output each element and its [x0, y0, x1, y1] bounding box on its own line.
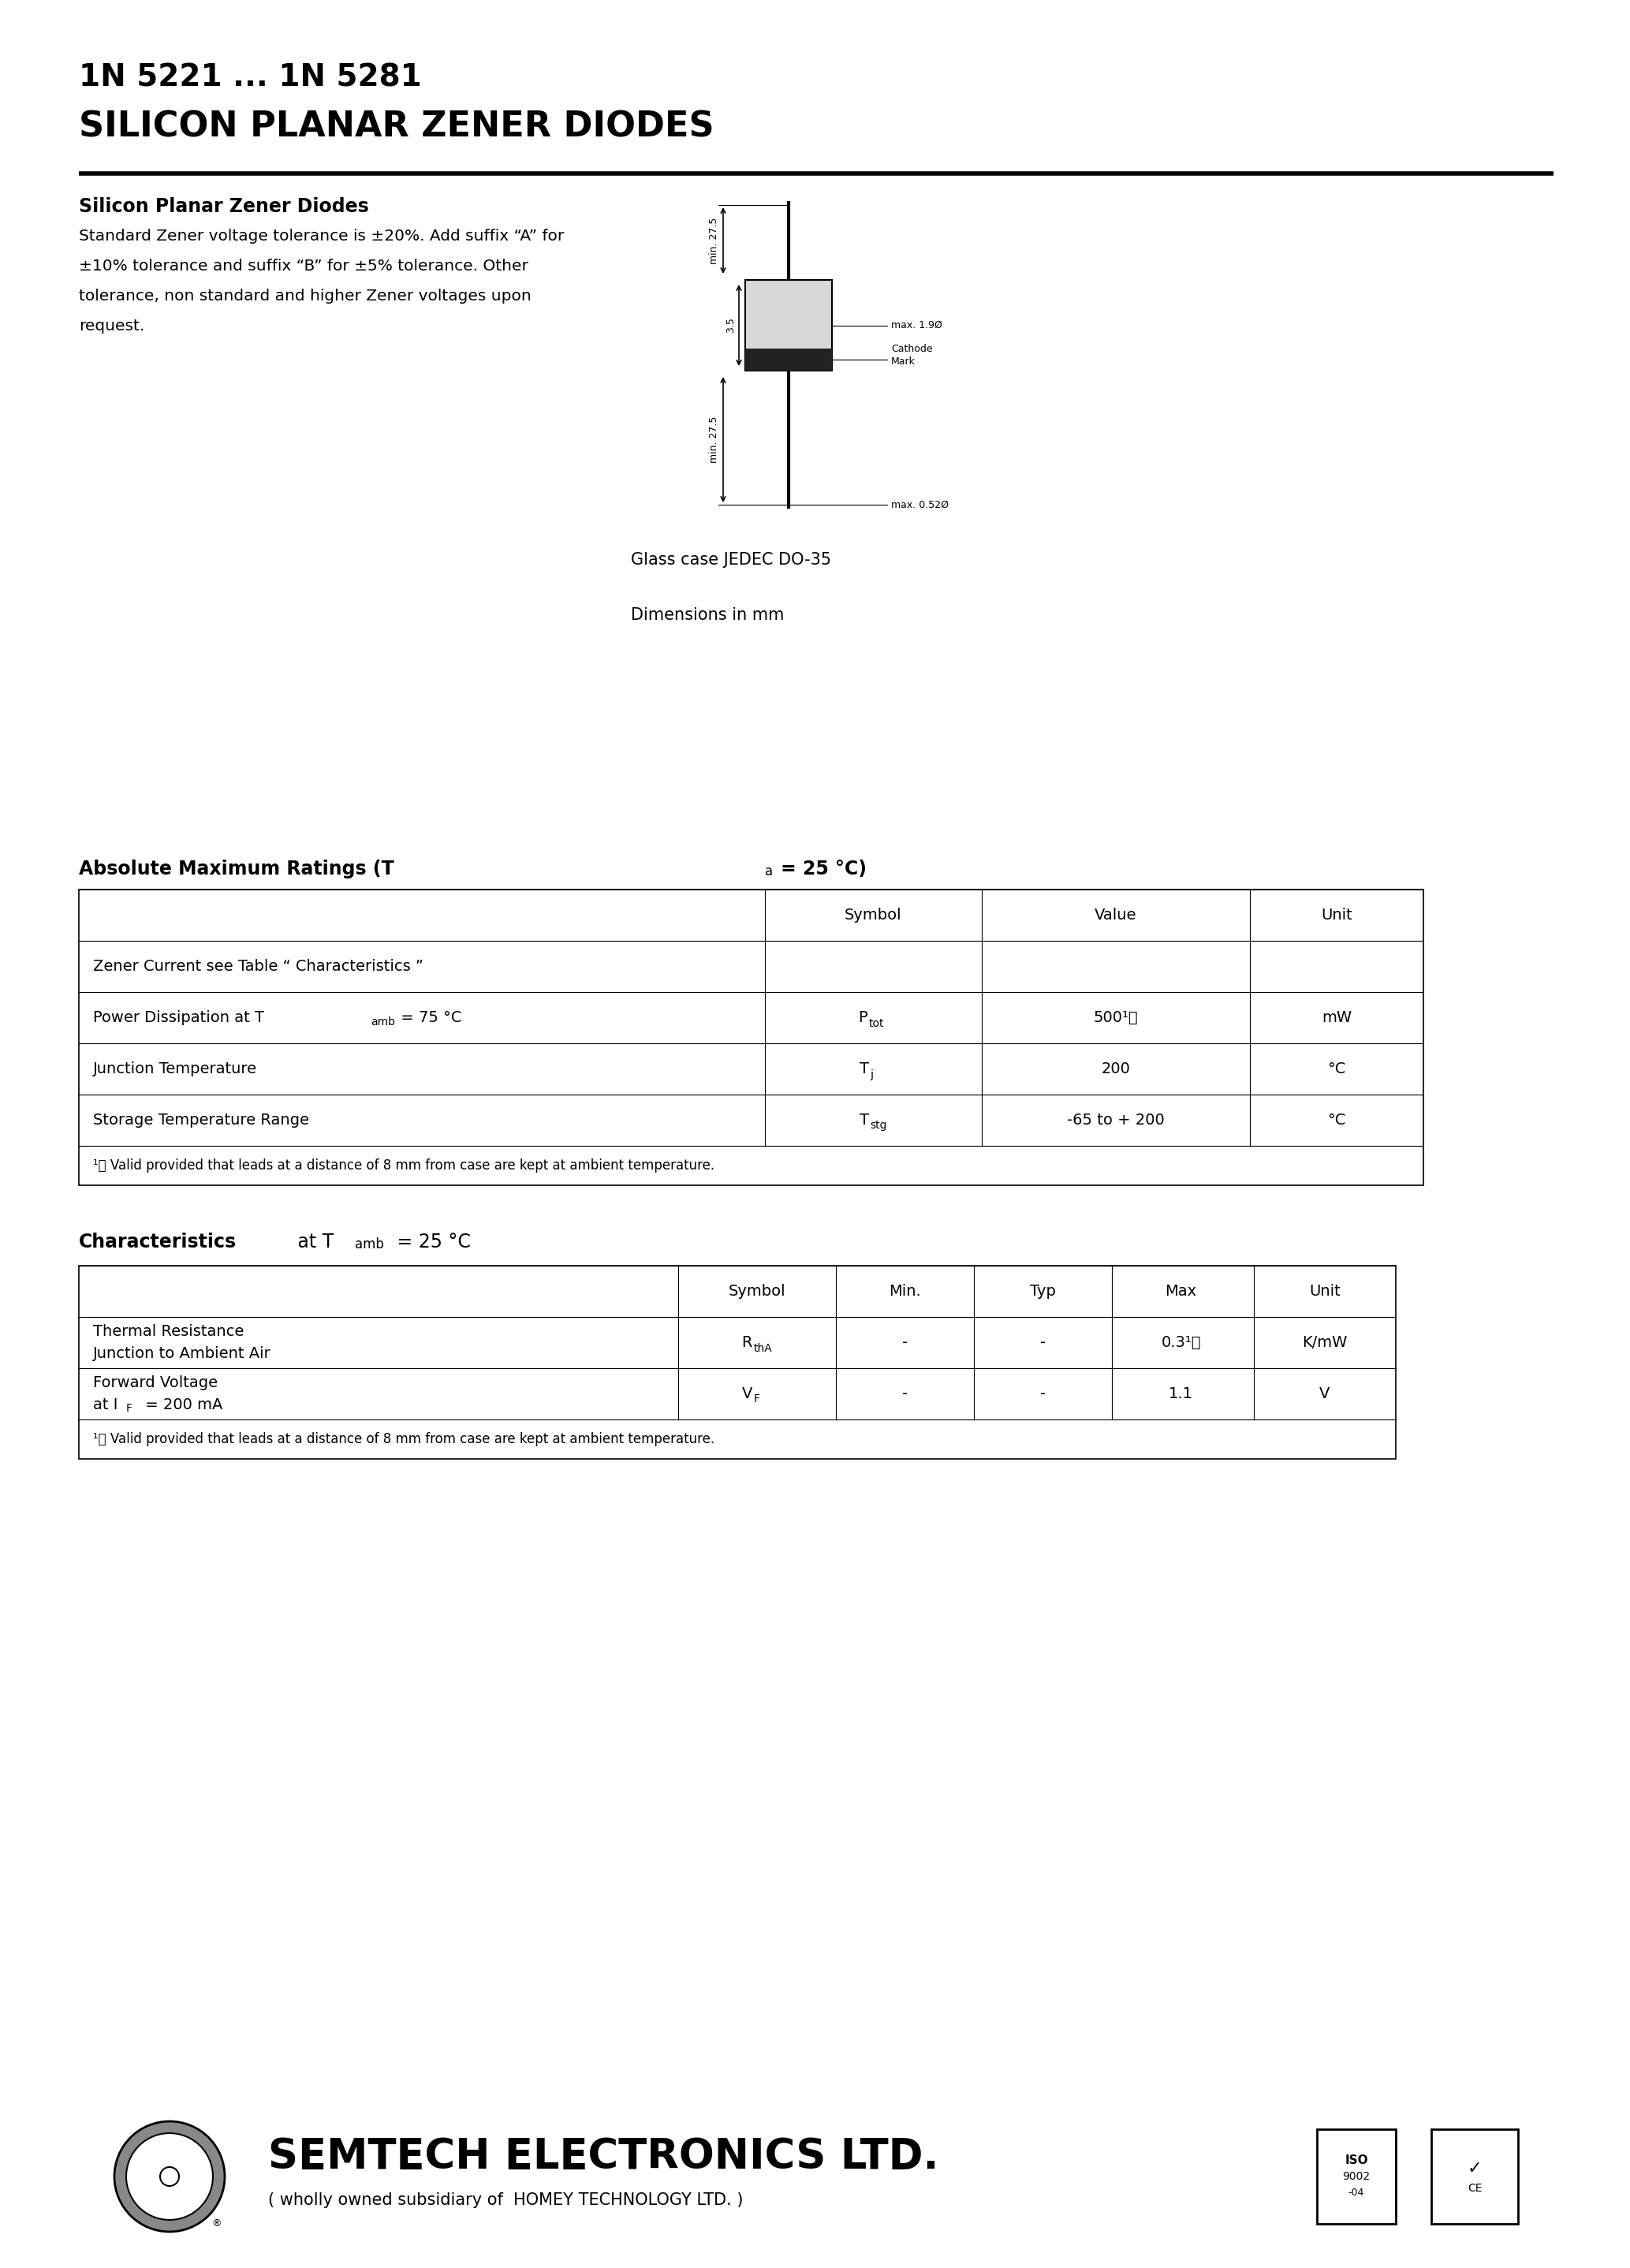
- Text: CE: CE: [1467, 2182, 1482, 2193]
- Text: thA: thA: [755, 1343, 773, 1354]
- Text: ✓: ✓: [1467, 2161, 1482, 2177]
- Text: Zener Current see Table “ Characteristics ”: Zener Current see Table “ Characteristic…: [93, 959, 424, 973]
- Text: amb: amb: [370, 1016, 394, 1027]
- Text: min. 27.5: min. 27.5: [709, 218, 719, 263]
- Text: F: F: [755, 1395, 760, 1404]
- Text: max. 1.9Ø: max. 1.9Ø: [892, 320, 942, 331]
- Text: at T: at T: [292, 1232, 334, 1252]
- Text: ±10% tolerance and suffix “B” for ±5% tolerance. Other: ±10% tolerance and suffix “B” for ±5% to…: [78, 259, 528, 274]
- Text: Unit: Unit: [1320, 907, 1353, 923]
- Text: Silicon Planar Zener Diodes: Silicon Planar Zener Diodes: [78, 197, 368, 215]
- Text: tot: tot: [869, 1018, 883, 1030]
- Text: SEMTECH ELECTRONICS LTD.: SEMTECH ELECTRONICS LTD.: [267, 2136, 939, 2177]
- Text: max. 0.52Ø: max. 0.52Ø: [892, 499, 949, 510]
- Text: T: T: [859, 1061, 869, 1077]
- Text: a: a: [764, 864, 773, 878]
- Text: ( wholly owned subsidiary of  HOMEY TECHNOLOGY LTD. ): ( wholly owned subsidiary of HOMEY TECHN…: [267, 2193, 743, 2209]
- Text: Power Dissipation at T: Power Dissipation at T: [93, 1009, 264, 1025]
- Text: R: R: [742, 1336, 753, 1349]
- Text: Typ: Typ: [1030, 1284, 1056, 1300]
- Text: = 25 °C): = 25 °C): [781, 860, 867, 878]
- Text: amb: amb: [355, 1238, 385, 1252]
- Text: Absolute Maximum Ratings (T: Absolute Maximum Ratings (T: [78, 860, 394, 878]
- Text: Thermal Resistance: Thermal Resistance: [93, 1325, 244, 1338]
- Text: V: V: [1320, 1386, 1330, 1402]
- Text: 500¹⧠: 500¹⧠: [1094, 1009, 1138, 1025]
- Text: Glass case JEDEC DO-35: Glass case JEDEC DO-35: [631, 551, 831, 567]
- Text: 1N 5221 ... 1N 5281: 1N 5221 ... 1N 5281: [78, 64, 422, 93]
- Bar: [1317, 2130, 1395, 2225]
- Text: -: -: [1040, 1386, 1046, 1402]
- Text: °C: °C: [1327, 1061, 1346, 1077]
- Text: Cathode
Mark: Cathode Mark: [892, 345, 932, 367]
- Text: Dimensions in mm: Dimensions in mm: [631, 608, 784, 624]
- Text: Min.: Min.: [888, 1284, 921, 1300]
- Text: stg: stg: [870, 1120, 887, 1132]
- Text: Symbol: Symbol: [729, 1284, 786, 1300]
- Text: 200: 200: [1102, 1061, 1130, 1077]
- Text: Junction to Ambient Air: Junction to Ambient Air: [93, 1347, 271, 1361]
- Bar: [745, 279, 831, 370]
- Text: = 25 °C: = 25 °C: [391, 1232, 471, 1252]
- Text: -65 to + 200: -65 to + 200: [1068, 1114, 1165, 1127]
- Circle shape: [126, 2134, 214, 2220]
- Text: Storage Temperature Range: Storage Temperature Range: [93, 1114, 310, 1127]
- Text: Standard Zener voltage tolerance is ±20%. Add suffix “A” for: Standard Zener voltage tolerance is ±20%…: [78, 229, 564, 243]
- Bar: [78, 1266, 1395, 1458]
- Text: Forward Voltage: Forward Voltage: [93, 1374, 218, 1390]
- Text: = 75 °C: = 75 °C: [396, 1009, 461, 1025]
- Text: Value: Value: [1095, 907, 1138, 923]
- Text: Symbol: Symbol: [844, 907, 901, 923]
- Text: -04: -04: [1348, 2186, 1364, 2198]
- Text: Max: Max: [1165, 1284, 1196, 1300]
- Text: 0.3¹⧠: 0.3¹⧠: [1161, 1336, 1201, 1349]
- Text: K/mW: K/mW: [1302, 1336, 1348, 1349]
- Text: -: -: [901, 1336, 908, 1349]
- Text: °C: °C: [1327, 1114, 1346, 1127]
- Text: tolerance, non standard and higher Zener voltages upon: tolerance, non standard and higher Zener…: [78, 288, 531, 304]
- Text: mW: mW: [1322, 1009, 1351, 1025]
- Text: min. 27.5: min. 27.5: [709, 417, 719, 463]
- Text: Characteristics: Characteristics: [78, 1232, 236, 1252]
- Bar: [1431, 2130, 1518, 2225]
- Text: 9002: 9002: [1343, 2170, 1371, 2182]
- Text: = 200 mA: = 200 mA: [140, 1397, 223, 1413]
- Text: P: P: [857, 1009, 867, 1025]
- Text: j: j: [870, 1068, 874, 1080]
- Text: SILICON PLANAR ZENER DIODES: SILICON PLANAR ZENER DIODES: [78, 111, 714, 145]
- Circle shape: [114, 2121, 225, 2232]
- Text: 3.5: 3.5: [725, 318, 735, 333]
- Text: request.: request.: [78, 318, 145, 333]
- Text: ®: ®: [212, 2218, 222, 2229]
- Text: ISO: ISO: [1345, 2155, 1368, 2166]
- Text: ¹⧠ Valid provided that leads at a distance of 8 mm from case are kept at ambient: ¹⧠ Valid provided that leads at a distan…: [93, 1431, 714, 1447]
- Bar: [745, 349, 831, 370]
- Text: 1.1: 1.1: [1169, 1386, 1193, 1402]
- Text: Unit: Unit: [1309, 1284, 1340, 1300]
- Text: -: -: [1040, 1336, 1046, 1349]
- Text: -: -: [901, 1386, 908, 1402]
- Text: T: T: [859, 1114, 869, 1127]
- Text: at I: at I: [93, 1397, 117, 1413]
- Text: ¹⧠ Valid provided that leads at a distance of 8 mm from case are kept at ambient: ¹⧠ Valid provided that leads at a distan…: [93, 1159, 714, 1173]
- Bar: [78, 889, 1423, 1186]
- Text: F: F: [126, 1404, 132, 1415]
- Text: Junction Temperature: Junction Temperature: [93, 1061, 258, 1077]
- Text: V: V: [742, 1386, 753, 1402]
